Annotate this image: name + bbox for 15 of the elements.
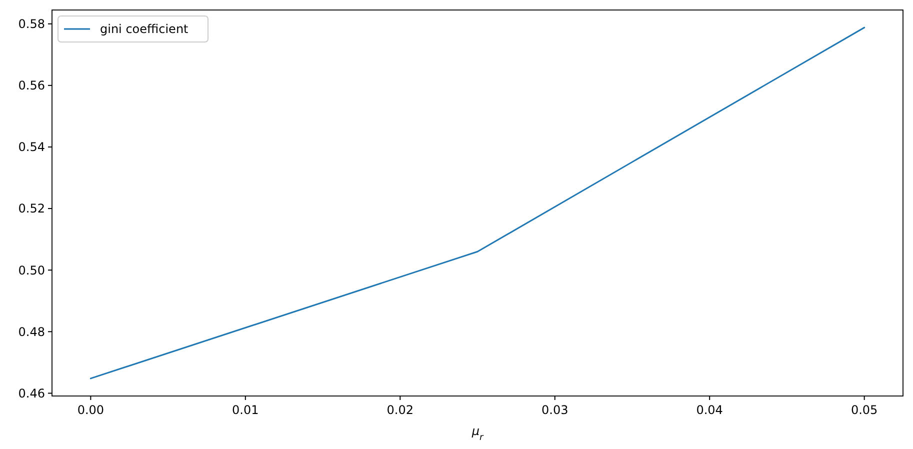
y-tick-label: 0.58 — [18, 17, 45, 32]
x-axis-title: μ$_{r}$ — [470, 424, 484, 443]
legend-label: gini coefficient — [100, 22, 189, 36]
x-tick-label: 0.05 — [850, 403, 878, 417]
x-tick-label: 0.02 — [386, 403, 414, 417]
x-tick-label: 0.01 — [232, 403, 259, 417]
x-tick-label: 0.00 — [77, 403, 104, 417]
x-tick-label: 0.04 — [696, 403, 723, 417]
x-tick-label: 0.03 — [542, 403, 568, 417]
y-tick-label: 0.56 — [18, 78, 45, 93]
y-tick-label: 0.50 — [18, 263, 45, 278]
y-tick-label: 0.54 — [18, 140, 45, 154]
y-tick-label: 0.48 — [18, 324, 45, 339]
y-tick-label: 0.46 — [18, 386, 45, 400]
y-tick-label: 0.52 — [18, 202, 45, 216]
